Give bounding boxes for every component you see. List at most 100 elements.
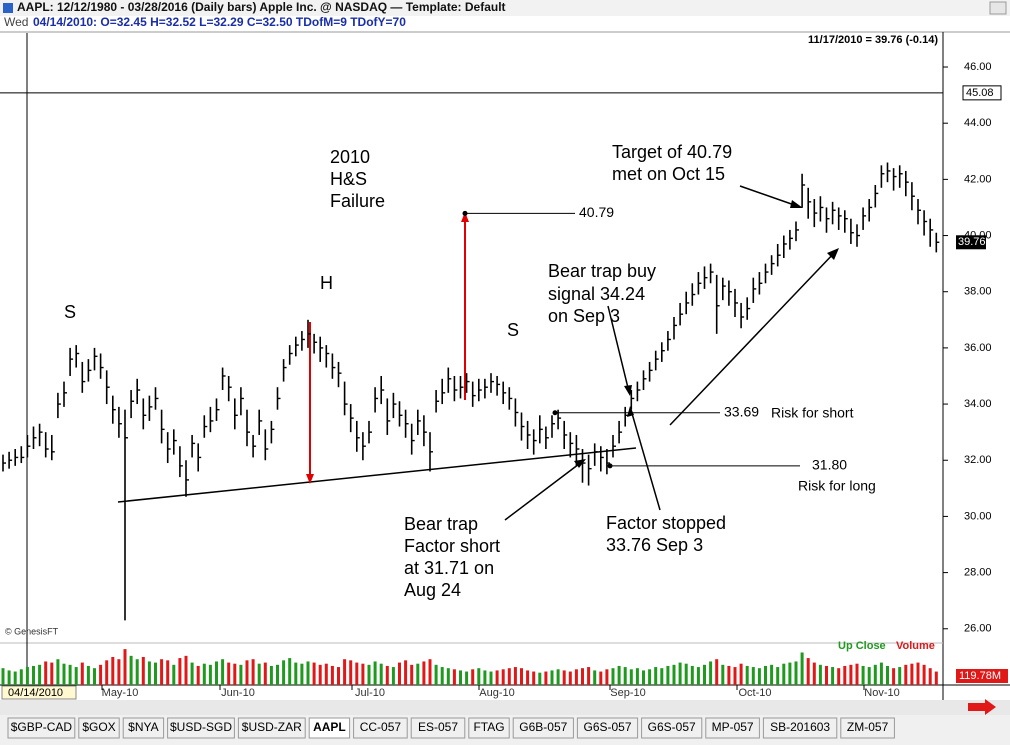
- volume-bar: [129, 655, 133, 685]
- volume-bar: [465, 671, 469, 685]
- y-tick-label: 26.00: [964, 623, 992, 635]
- volume-bar: [715, 659, 719, 685]
- tab[interactable]: [237, 717, 306, 739]
- volume-bar: [910, 663, 914, 685]
- volume-bar: [605, 669, 609, 685]
- legend-volume: Volume: [896, 640, 935, 652]
- scroll-bar[interactable]: [0, 700, 1010, 715]
- annotation: 33.76 Sep 3: [606, 535, 703, 555]
- measure-arrows: [309, 218, 466, 478]
- last-price: 39.76: [958, 236, 986, 248]
- annotation: Target of 40.79: [612, 142, 732, 162]
- crosshair-date-box: [1, 685, 77, 700]
- volume-bar: [483, 670, 487, 685]
- volume-bar: [306, 661, 310, 685]
- tab-label[interactable]: ES-057: [418, 720, 458, 734]
- volume-bar: [666, 665, 670, 685]
- volume-bar: [916, 662, 920, 685]
- volume-bar: [349, 660, 353, 685]
- y-tick-label: 36.00: [964, 342, 992, 354]
- info-line: 04/14/2010: O=32.45 H=32.52 L=32.29 C=32…: [33, 15, 406, 29]
- volume-bar: [32, 665, 35, 685]
- app-icon: [3, 3, 13, 13]
- volume-bar: [812, 662, 816, 685]
- tab[interactable]: [512, 717, 574, 739]
- volume-bar: [922, 664, 926, 685]
- tab[interactable]: [78, 717, 120, 739]
- volume-bar: [660, 668, 664, 685]
- tab[interactable]: [353, 717, 408, 739]
- legend-up: Up Close: [838, 640, 886, 652]
- volume-bar: [794, 661, 798, 685]
- volume-bar: [135, 659, 139, 685]
- annotation: Risk for long: [798, 478, 876, 494]
- arrow-head: [627, 406, 634, 417]
- volume-bar: [782, 663, 786, 685]
- volume-bar: [233, 663, 237, 685]
- tab-label[interactable]: $USD-ZAR: [242, 720, 302, 734]
- scroll-arrow[interactable]: [968, 699, 996, 715]
- tab-label[interactable]: AAPL: [313, 720, 346, 734]
- volume-bar: [99, 664, 103, 685]
- title-bar: [0, 0, 1010, 16]
- tab-label[interactable]: G6B-057: [519, 720, 567, 734]
- volume-bar: [355, 662, 359, 685]
- tab[interactable]: [576, 717, 639, 739]
- volume-bar: [263, 662, 267, 685]
- volume-bar: [703, 664, 706, 685]
- volume-bar: [629, 669, 633, 685]
- arrow-head: [790, 200, 803, 208]
- volume-bar: [93, 668, 96, 685]
- arrow: [630, 409, 661, 511]
- volume-bar: [367, 664, 371, 685]
- y-tick-label: 44.00: [964, 117, 992, 129]
- volume-bar: [739, 663, 743, 685]
- y-tick-label: 30.00: [964, 510, 992, 522]
- volume-bar: [379, 663, 383, 685]
- tab[interactable]: [641, 717, 703, 739]
- volume-bar: [837, 668, 841, 685]
- volume-bar: [257, 663, 261, 685]
- volume-bar: [544, 671, 548, 685]
- tab-label[interactable]: $GOX: [82, 720, 115, 734]
- tab-label[interactable]: MP-057: [712, 720, 754, 734]
- volume-bar: [154, 662, 157, 685]
- tab-label[interactable]: FTAG: [473, 720, 504, 734]
- volume-bar: [416, 663, 420, 685]
- volume-bar: [282, 660, 286, 685]
- volume-bar: [318, 664, 322, 685]
- volume-bar: [800, 652, 804, 685]
- volume-bar: [44, 661, 48, 685]
- tab-label[interactable]: G6S-057: [648, 720, 696, 734]
- tab-label[interactable]: $USD-SGD: [170, 720, 232, 734]
- tab[interactable]: [410, 717, 466, 739]
- tab[interactable]: [7, 717, 76, 739]
- tab[interactable]: [122, 717, 165, 739]
- arrow-head: [827, 248, 839, 260]
- volume-bar: [745, 665, 749, 685]
- last-price-box: [956, 235, 986, 250]
- tab[interactable]: [167, 717, 235, 739]
- tab-label[interactable]: $NYA: [128, 720, 158, 734]
- tab[interactable]: [468, 717, 510, 739]
- tab-label[interactable]: G6S-057: [583, 720, 631, 734]
- tab-label[interactable]: ZM-057: [847, 720, 889, 734]
- tab[interactable]: [840, 717, 895, 739]
- volume-bar: [654, 667, 658, 685]
- volume-bar: [886, 665, 889, 685]
- y-tick-label: 32.00: [964, 454, 992, 466]
- tab[interactable]: [705, 717, 760, 739]
- volume-bar: [648, 669, 652, 685]
- volume-bar: [831, 667, 835, 685]
- tab[interactable]: [308, 717, 351, 739]
- tab-label[interactable]: SB-201603: [770, 720, 830, 734]
- tab-label[interactable]: $GBP-CAD: [11, 720, 73, 734]
- volume-bar: [343, 659, 347, 685]
- volume-bar: [202, 663, 206, 685]
- tab[interactable]: [762, 717, 838, 739]
- volume-bar: [867, 667, 871, 685]
- annotation-lines: [117, 185, 837, 521]
- window-button[interactable]: [989, 1, 1007, 15]
- volume-bar: [166, 660, 170, 685]
- tab-label[interactable]: CC-057: [360, 720, 402, 734]
